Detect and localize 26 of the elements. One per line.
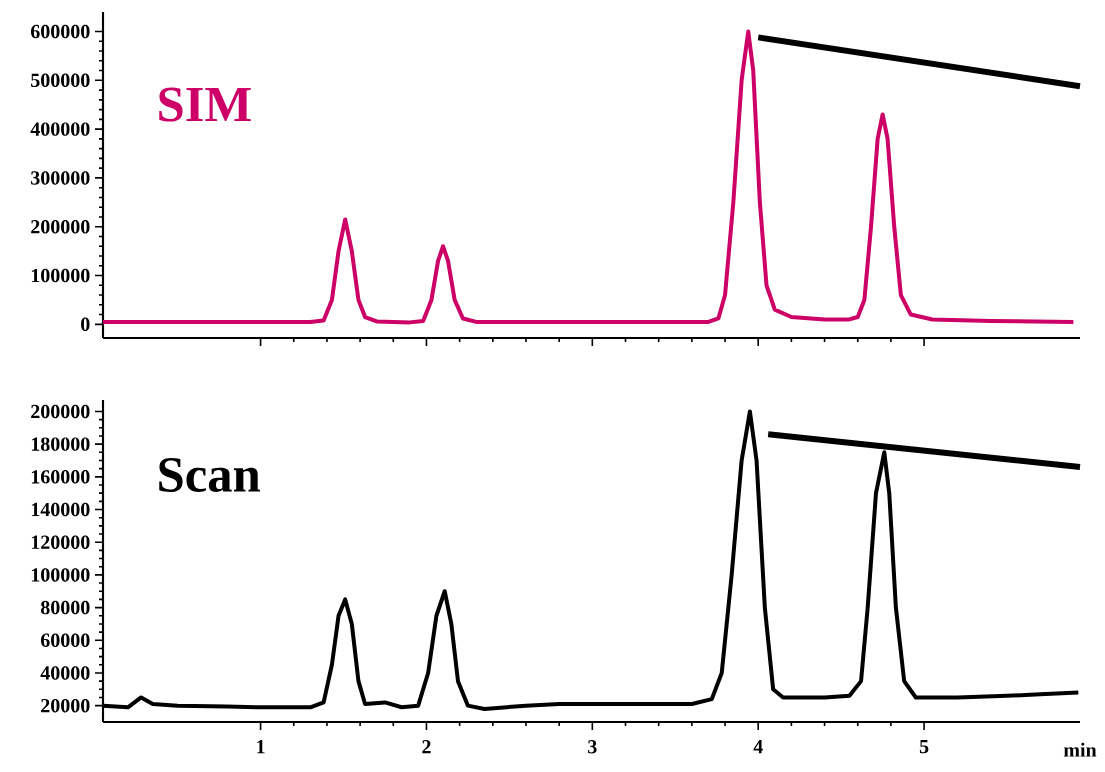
- y-tick-label: 300000: [31, 171, 90, 185]
- y-tick-label: 80000: [40, 600, 90, 615]
- y-tick-label: 500000: [31, 73, 90, 88]
- y-tick-label: 180000: [31, 437, 90, 451]
- x-tick-label: 2: [422, 740, 431, 754]
- y-tick-label: 200000: [31, 404, 90, 419]
- y-tick-label: 20000: [41, 698, 90, 713]
- text: SIM: [159, 87, 251, 122]
- x-tick-label: 4: [753, 740, 763, 754]
- y-tick-label: 120000: [31, 535, 90, 549]
- y-tick-label: 40000: [40, 666, 90, 680]
- line-series: [101, 29, 1076, 325]
- y-tick-label: 0: [81, 317, 90, 332]
- y-tick-label: 200000: [31, 219, 90, 234]
- x-tick-label: 3: [588, 740, 597, 754]
- x-tick-label: 5: [919, 740, 929, 754]
- x-tick-label: 1: [257, 740, 265, 754]
- y-tick-label: 60000: [40, 633, 90, 648]
- x-axis-title: min: [1063, 742, 1097, 757]
- y-tick-label: 100000: [31, 268, 90, 283]
- y-tick-label: 100000: [31, 568, 90, 582]
- y-tick-label: 600000: [30, 24, 90, 39]
- y-tick-label: 140000: [31, 502, 90, 517]
- text: Scan: [159, 458, 260, 493]
- y-tick-label: 160000: [31, 470, 90, 484]
- y-tick-label: 400000: [30, 122, 90, 136]
